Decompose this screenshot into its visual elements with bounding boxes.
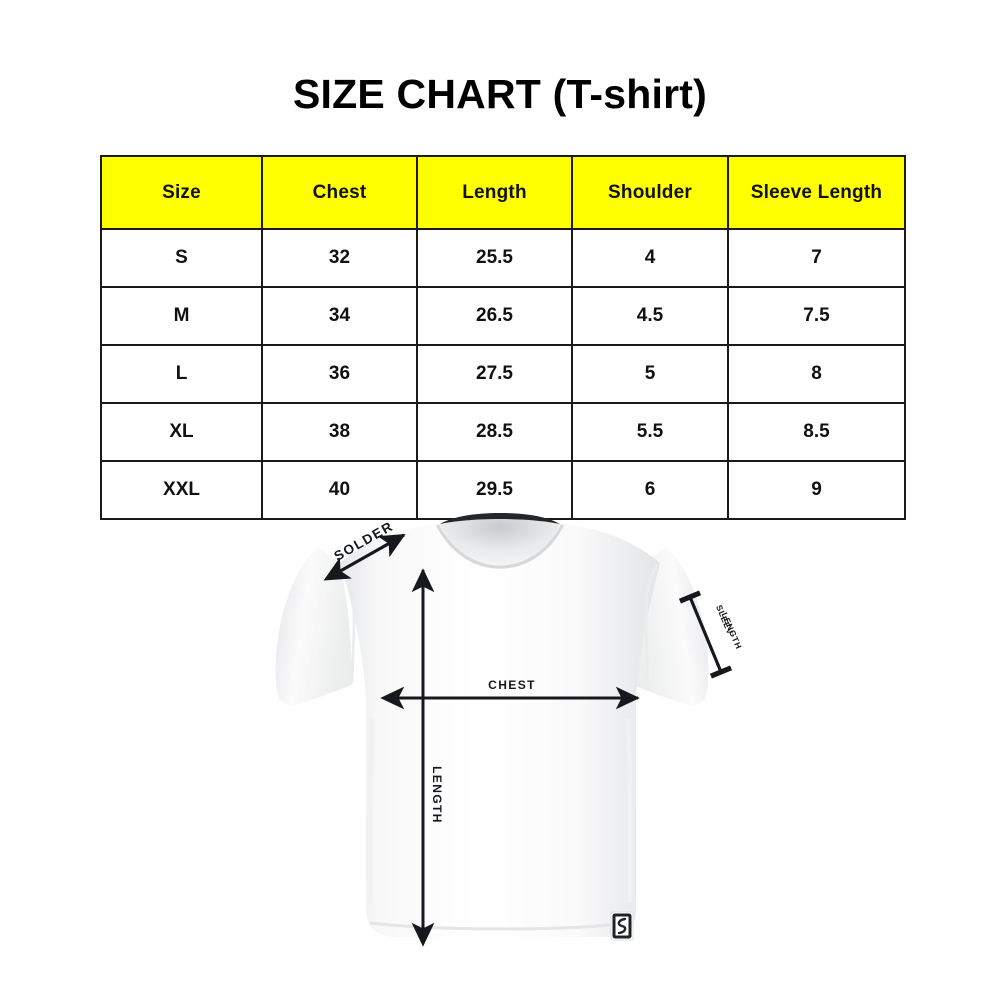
left-sleeve [275, 547, 352, 706]
size-chart-table: Size Chest Length Shoulder Sleeve Length… [100, 155, 906, 520]
column-header-length: Length [416, 155, 573, 230]
cell-length: 26.5 [416, 286, 573, 346]
cell-size: S [100, 228, 263, 288]
table-row: M 34 26.5 4.5 7.5 [100, 286, 906, 346]
fabric-crease-right [625, 718, 633, 904]
tshirt-illustration [275, 513, 709, 941]
length-label: LENGTH [430, 766, 444, 824]
cell-chest: 38 [261, 402, 418, 462]
cell-sleeve: 7 [727, 228, 906, 288]
table-header-row: Size Chest Length Shoulder Sleeve Length [100, 155, 906, 230]
brand-tag [610, 911, 634, 941]
tshirt-body [340, 524, 660, 937]
cell-chest: 34 [261, 286, 418, 346]
chest-label: CHEST [488, 678, 536, 692]
table-row: XL 38 28.5 5.5 8.5 [100, 402, 906, 462]
cell-length: 25.5 [416, 228, 573, 288]
size-chart-table-container: Size Chest Length Shoulder Sleeve Length… [100, 155, 906, 520]
cell-shoulder: 5 [571, 344, 729, 404]
fabric-crease-left [367, 718, 375, 904]
neck-opening [440, 514, 560, 565]
cell-size: XL [100, 402, 263, 462]
cell-shoulder: 4 [571, 228, 729, 288]
shoulder-seam-right [644, 564, 660, 684]
column-header-size: Size [100, 155, 263, 230]
cell-shoulder: 4.5 [571, 286, 729, 346]
table-row: L 36 27.5 5 8 [100, 344, 906, 404]
cell-sleeve: 9 [727, 460, 906, 520]
cell-sleeve: 8 [727, 344, 906, 404]
column-header-sleeve-length: Sleeve Length [727, 155, 906, 230]
cell-size: XXL [100, 460, 263, 520]
cell-sleeve: 8.5 [727, 402, 906, 462]
cell-length: 28.5 [416, 402, 573, 462]
sleeve-length-arrow [678, 590, 733, 679]
page-title: SIZE CHART (T-shirt) [293, 71, 707, 117]
length-measurement: LENGTH [411, 568, 444, 947]
shoulder-arrow [323, 533, 406, 581]
cell-length: 27.5 [416, 344, 573, 404]
column-header-shoulder: Shoulder [571, 155, 729, 230]
bottom-hem [369, 921, 633, 931]
column-header-chest: Chest [261, 155, 418, 230]
cell-size: M [100, 286, 263, 346]
cell-sleeve: 7.5 [727, 286, 906, 346]
table-row: S 32 25.5 4 7 [100, 228, 906, 288]
cell-shoulder: 6 [571, 460, 729, 520]
cell-chest: 36 [261, 344, 418, 404]
tshirt-diagram: SOLDER SLEEV LENGTH CHEST LENGTH [0, 505, 1000, 1000]
cell-chest: 32 [261, 228, 418, 288]
sleeve-label-line-2: LENGTH [720, 611, 745, 651]
cell-chest: 40 [261, 460, 418, 520]
collar-rib [436, 524, 564, 569]
cell-shoulder: 5.5 [571, 402, 729, 462]
cell-size: L [100, 344, 263, 404]
collar-band [440, 513, 560, 524]
table-row: XXL 40 29.5 6 9 [100, 460, 906, 520]
